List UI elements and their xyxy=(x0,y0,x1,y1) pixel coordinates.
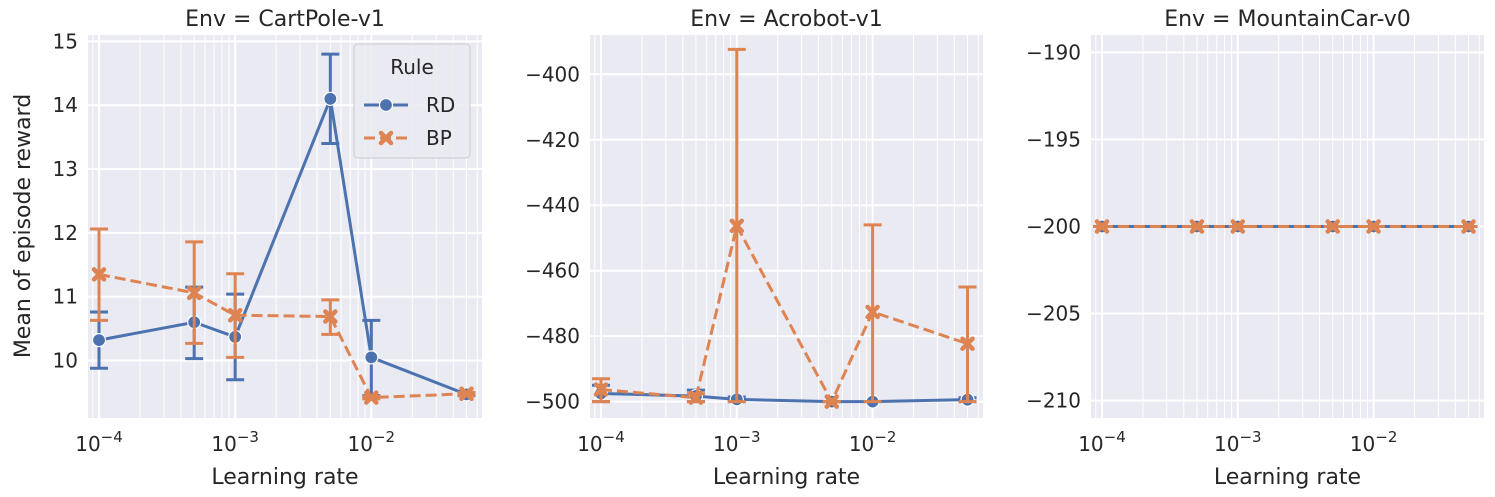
data-point xyxy=(1366,219,1381,234)
y-tick-label: −190 xyxy=(1026,40,1081,64)
panel-title: Env = MountainCar-v0 xyxy=(1164,7,1411,32)
x-tick-label: 10−3 xyxy=(211,428,259,456)
panel-title: Env = Acrobot-v1 xyxy=(690,7,882,32)
data-point xyxy=(91,333,107,348)
x-axis-label: Learning rate xyxy=(713,465,860,490)
y-tick-label: −480 xyxy=(525,324,580,348)
y-tick-label: −440 xyxy=(525,193,580,217)
data-point xyxy=(323,309,338,324)
y-axis-label: Mean of episode reward xyxy=(11,94,36,358)
data-point xyxy=(1094,219,1110,234)
y-tick-label: 12 xyxy=(53,221,78,245)
data-point xyxy=(91,267,107,282)
y-tick-label: 11 xyxy=(53,285,78,309)
x-axis-label: Learning rate xyxy=(1214,465,1361,490)
y-tick-label: −400 xyxy=(525,62,580,86)
data-point xyxy=(865,304,880,320)
legend-marker xyxy=(378,130,394,146)
legend-box xyxy=(353,43,471,159)
y-tick-label: 13 xyxy=(53,157,78,181)
panel-3: 10−4 10−3 10−2 −210 −205 −200 −195 −190 Env = Mo… xyxy=(1026,7,1484,490)
y-tick-label: 10 xyxy=(53,349,78,373)
y-tick-label: −200 xyxy=(1026,215,1081,239)
x-tick-label: 10−3 xyxy=(1214,428,1262,456)
data-point xyxy=(824,394,839,409)
x-tick-label: 10−4 xyxy=(1078,428,1126,456)
legend: Rule RD BP xyxy=(353,43,471,159)
data-point xyxy=(364,390,379,405)
y-tick-label: −195 xyxy=(1026,127,1081,151)
y-tick-label: −210 xyxy=(1026,389,1081,413)
series-bp xyxy=(1092,219,1478,234)
plot-area xyxy=(590,35,983,418)
y-tick-label: −420 xyxy=(525,128,580,152)
data-point xyxy=(688,390,704,405)
data-point xyxy=(227,307,243,323)
series-line xyxy=(98,272,467,400)
x-tick-label: 10−4 xyxy=(75,428,123,456)
data-point xyxy=(1461,219,1476,234)
data-point xyxy=(960,336,975,351)
x-tick-label: 10−4 xyxy=(577,428,625,456)
data-point xyxy=(729,218,745,234)
series-line xyxy=(600,221,969,405)
data-point xyxy=(1189,219,1205,234)
data-point xyxy=(459,386,474,401)
x-tick-label: 10−2 xyxy=(849,428,897,456)
x-tick-label: 10−2 xyxy=(1350,428,1398,456)
data-point xyxy=(364,350,379,365)
series-bp xyxy=(591,47,977,409)
series-line xyxy=(98,93,468,396)
legend-entry-bp: BP xyxy=(364,126,452,150)
data-point xyxy=(186,285,202,301)
y-tick-label: 14 xyxy=(53,93,78,117)
series-line xyxy=(600,391,968,404)
x-axis-label: Learning rate xyxy=(211,465,358,490)
legend-marker xyxy=(378,97,394,113)
data-point xyxy=(1325,219,1340,234)
data-point xyxy=(323,91,338,106)
x-tick-label: 10−2 xyxy=(348,428,396,456)
y-tick-label: 15 xyxy=(53,29,78,53)
panel-2: 10−4 10−3 10−2 −500 −480 −460 −440 −420 −400 Env … xyxy=(525,7,983,490)
y-tick-label: −500 xyxy=(525,390,580,414)
legend-entry-rd: RD xyxy=(364,93,455,117)
series-bp xyxy=(90,227,476,405)
y-tick-label: −205 xyxy=(1026,302,1081,326)
panel-title: Env = CartPole-v1 xyxy=(185,7,385,32)
data-point xyxy=(593,382,609,397)
legend-label: RD xyxy=(426,93,455,117)
x-tick-label: 10−3 xyxy=(713,428,761,456)
legend-title: Rule xyxy=(390,55,434,79)
legend-label: BP xyxy=(426,126,452,150)
data-point xyxy=(1230,219,1246,234)
y-tick-label: −460 xyxy=(525,259,580,283)
